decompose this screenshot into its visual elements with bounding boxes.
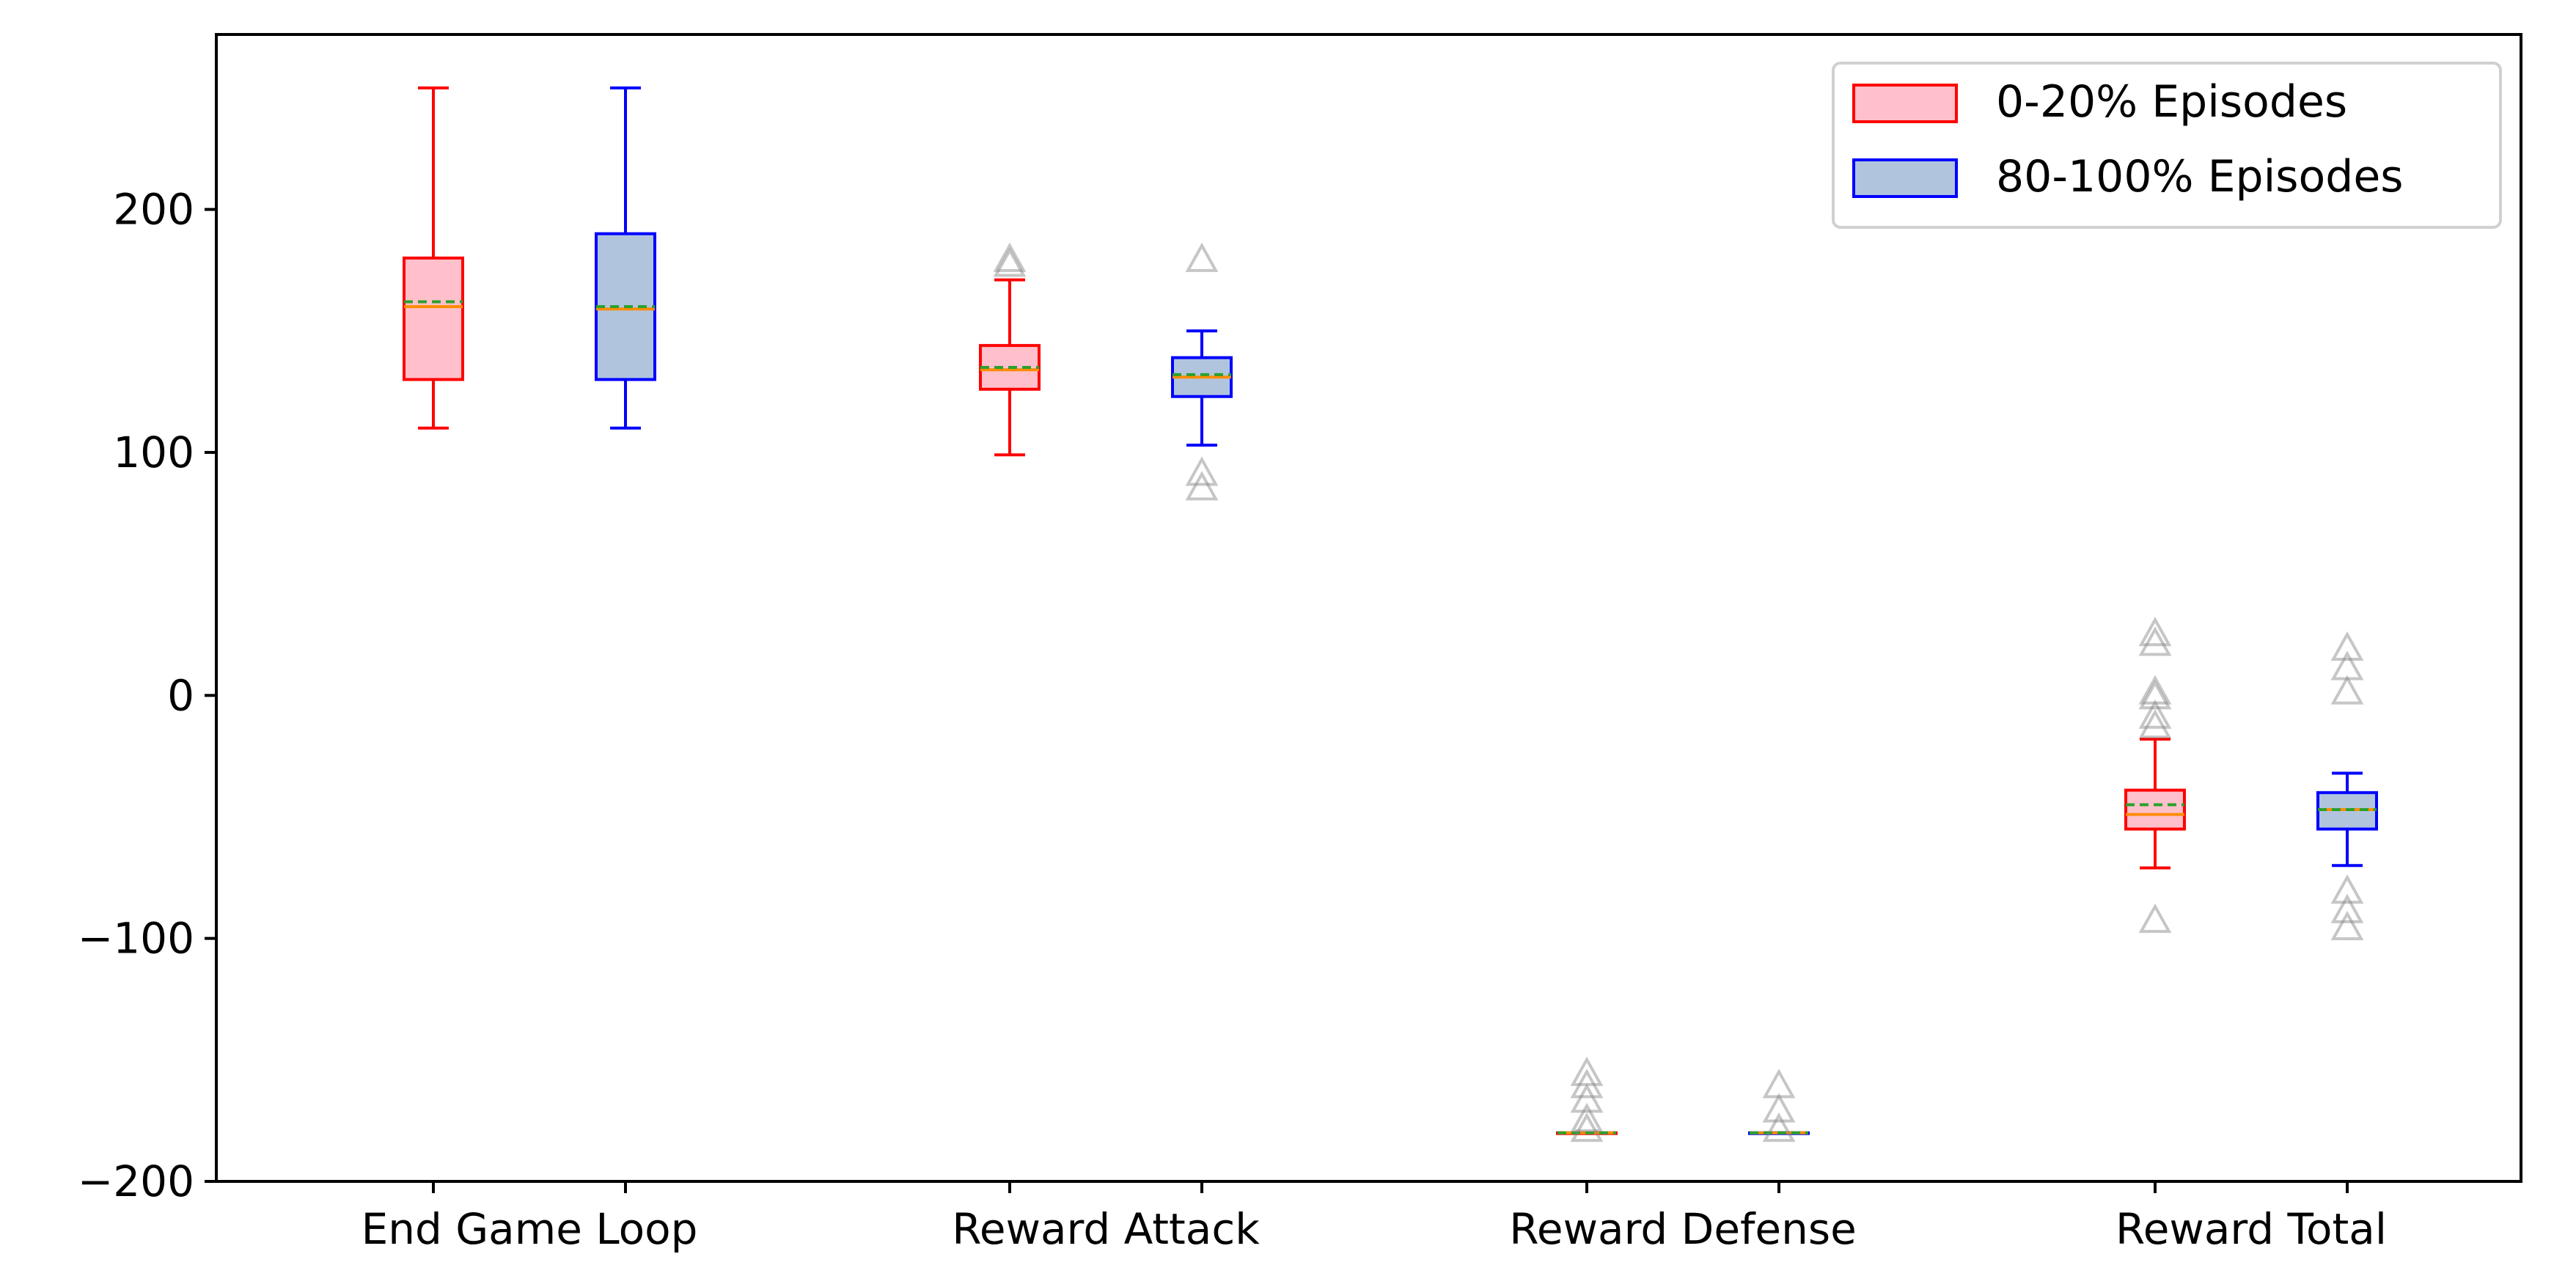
outlier-point <box>1570 1102 1604 1132</box>
outlier-point <box>1570 1056 1604 1086</box>
outlier-point <box>2138 626 2172 656</box>
outlier-point <box>993 247 1027 277</box>
outlier-point <box>2330 631 2364 661</box>
outlier-point <box>1762 1112 1796 1143</box>
x-category-label: Reward Total <box>2116 1204 2387 1254</box>
box-body <box>2124 788 2186 831</box>
outlier-point <box>2330 874 2364 904</box>
box-1-3 <box>2316 631 2378 941</box>
box-1-1 <box>1171 242 1233 501</box>
plot-content <box>403 86 2378 1143</box>
outlier-point <box>1185 242 1219 272</box>
y-tick-label: 0 <box>167 670 194 720</box>
axes: −200 −100 0 100 200 End Game Loop Reward Attac… <box>78 185 2387 1254</box>
box-0-0 <box>403 86 464 430</box>
legend-label-0: 0-20% Episodes <box>1996 76 2347 128</box>
legend-swatch-0 <box>1852 84 1958 123</box>
outlier-point <box>2330 893 2364 923</box>
outlier-point <box>1185 471 1219 501</box>
x-category-label: End Game Loop <box>362 1204 698 1254</box>
y-tick-label: 200 <box>113 185 194 235</box>
box-0-2 <box>1556 1056 1618 1143</box>
y-tick-label: −200 <box>78 1156 194 1206</box>
outlier-point <box>2138 680 2172 710</box>
outlier-point <box>2330 910 2364 941</box>
legend-box <box>1832 62 2502 229</box>
x-category-label: Reward Defense <box>1509 1204 1857 1254</box>
outlier-point <box>1762 1093 1796 1123</box>
outlier-point <box>1570 1083 1604 1113</box>
outlier-point <box>1185 456 1219 486</box>
legend-swatch-1 <box>1852 158 1958 198</box>
legend: 0-20% Episodes 80-100% Episodes <box>1832 62 2502 229</box>
y-tick-label: 100 <box>113 428 194 477</box>
series-group-0 <box>403 86 2186 1143</box>
box-1-0 <box>595 86 656 430</box>
box-body <box>403 256 464 381</box>
box-1-2 <box>1748 1068 1810 1143</box>
outlier-point <box>993 242 1027 272</box>
y-tick-label: −100 <box>78 914 194 964</box>
outlier-point <box>1570 1068 1604 1099</box>
outlier-point <box>2138 675 2172 705</box>
series-group-1 <box>595 86 2378 1143</box>
outlier-point <box>1570 1112 1604 1143</box>
outlier-point <box>2138 617 2172 647</box>
outlier-point <box>2138 699 2172 729</box>
box-0-1 <box>979 242 1041 457</box>
plot-frame <box>215 33 2522 1183</box>
outlier-point <box>2330 675 2364 705</box>
legend-label-1: 80-100% Episodes <box>1996 151 2404 202</box>
box-0-3 <box>2124 617 2186 934</box>
outlier-point <box>1762 1068 1796 1099</box>
outlier-point <box>2330 650 2364 681</box>
outlier-point <box>2138 903 2172 934</box>
x-category-label: Reward Attack <box>952 1204 1260 1254</box>
outlier-point <box>2138 708 2172 739</box>
